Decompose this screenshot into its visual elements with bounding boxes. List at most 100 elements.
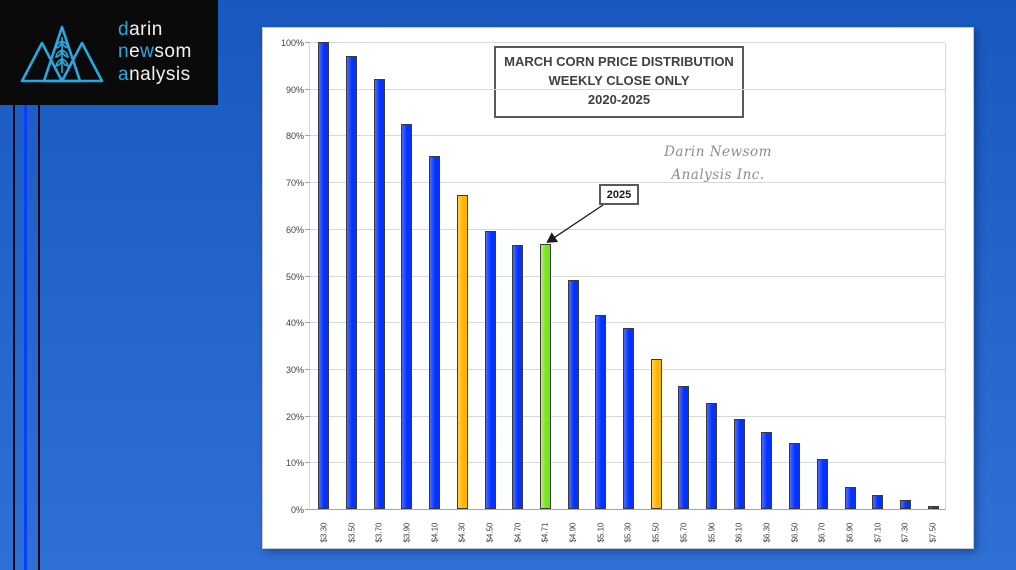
left-stripe-blue (24, 105, 27, 570)
mountain-triangles-wheat-icon (20, 25, 104, 82)
y-tick-label: 60% (285, 224, 304, 235)
y-tick-label: 10% (285, 458, 304, 469)
y-tickmark (305, 42, 310, 43)
bar-$4.50 (484, 231, 496, 509)
y-tick-label: 40% (285, 318, 304, 329)
x-tick-label-wrap: $5.50 (641, 515, 671, 549)
x-tick-label: $3.50 (347, 521, 357, 543)
y-tick-label: 90% (285, 84, 304, 95)
x-tick-label-wrap: $6.90 (835, 515, 865, 549)
x-tick-label-wrap: $4.70 (503, 515, 533, 549)
x-tick-label: $4.50 (485, 521, 495, 543)
left-stripe-dark-1 (13, 105, 15, 570)
bar-$4.90 (567, 280, 579, 509)
x-tick-label: $4.10 (430, 521, 440, 543)
x-tick-label: $5.70 (679, 521, 689, 543)
x-tick-label-wrap: $3.50 (337, 515, 367, 549)
x-tick-label-wrap: $6.30 (752, 515, 782, 549)
x-tick-label-wrap: $6.70 (807, 515, 837, 549)
x-tick-label: $5.10 (596, 521, 606, 543)
bar-$3.30 (318, 42, 330, 509)
x-tick-label-wrap: $5.90 (697, 515, 727, 549)
bar-$6.30 (761, 431, 773, 509)
x-tick-label-wrap: $3.70 (364, 515, 394, 549)
chart-panel: MARCH CORN PRICE DISTRIBUTION WEEKLY CLO… (262, 27, 974, 549)
x-tick-label-wrap: $4.71 (530, 515, 560, 549)
x-tick-label: $6.10 (734, 521, 744, 543)
x-tick-label: $6.30 (762, 521, 772, 543)
y-tick-label: 80% (285, 131, 304, 142)
bar-$5.10 (595, 315, 607, 509)
y-tick-label: 0% (290, 505, 304, 515)
x-tick-label-wrap: $5.30 (614, 515, 644, 549)
bar-$4.71 (539, 244, 551, 509)
x-tick-label-wrap: $6.10 (724, 515, 754, 549)
x-tick-label-wrap: $5.10 (586, 515, 616, 549)
bar-$5.70 (678, 385, 690, 509)
watermark: Darin Newsom Analysis Inc. (593, 141, 843, 187)
y-tickmark (305, 509, 310, 510)
bar-$7.30 (899, 500, 911, 509)
bar-$3.50 (346, 56, 358, 509)
y-tick-label: 30% (285, 364, 304, 375)
bar-$5.30 (623, 327, 634, 509)
x-tick-label: $7.30 (900, 521, 910, 543)
bar-$4.10 (429, 156, 441, 509)
chart-title-line2: WEEKLY CLOSE ONLY (548, 72, 690, 88)
bar-$4.70 (512, 245, 524, 509)
x-tick-label-wrap: $4.50 (475, 515, 505, 549)
bar-$3.90 (401, 123, 413, 509)
x-tick-label-wrap: $5.70 (669, 515, 699, 549)
x-tick-label-wrap: $3.30 (309, 515, 339, 549)
y-tick-label: 100% (280, 38, 304, 48)
gridline (310, 88, 945, 90)
x-tick-label: $4.90 (568, 521, 578, 543)
x-tick-label: $5.90 (707, 521, 717, 543)
x-tick-label: $3.90 (402, 521, 412, 543)
bar-$5.90 (706, 402, 718, 509)
x-tick-label: $3.30 (319, 521, 329, 543)
bar-$4.30 (456, 194, 468, 509)
y-tick-label: 20% (285, 411, 304, 422)
y-tick-label: 50% (285, 271, 304, 282)
logo-word: newsom (118, 41, 192, 63)
y-tick-label: 70% (285, 178, 304, 189)
bar-$6.10 (733, 418, 745, 509)
logo-wordmark: darin newsom analysis (118, 19, 192, 86)
x-tick-label: $5.30 (624, 521, 633, 543)
bar-$6.50 (789, 443, 801, 509)
x-tick-label-wrap: $4.30 (447, 515, 477, 549)
y-tickmark (305, 135, 310, 137)
x-tick-label: $4.71 (540, 521, 550, 543)
x-tick-label-wrap: $3.90 (392, 515, 422, 549)
y-tickmark (305, 182, 310, 184)
x-tick-label: $6.70 (817, 521, 827, 543)
dna-logo: darin newsom analysis (0, 0, 218, 105)
x-tick-label-wrap: $6.50 (780, 515, 810, 549)
gridline (310, 322, 945, 324)
gridline (310, 42, 945, 43)
watermark-line1: Darin Newsom (664, 144, 772, 160)
logo-word: analysis (118, 63, 191, 85)
bar-$6.90 (844, 486, 856, 509)
y-tickmark (305, 228, 310, 230)
x-tick-label-wrap: $7.10 (863, 515, 893, 549)
left-stripe-dark-2 (38, 105, 40, 570)
gridline (310, 182, 945, 184)
x-tick-label-wrap: $4.90 (558, 515, 588, 549)
y-tickmark (305, 322, 310, 324)
y-tickmark (305, 275, 310, 277)
y-tickmark (305, 462, 310, 464)
chart-title-line3: 2020-2025 (587, 91, 651, 107)
gridline (310, 228, 945, 230)
x-tick-label-wrap: $7.50 (918, 515, 948, 549)
y-tickmark (305, 415, 310, 417)
bar-$6.70 (816, 458, 828, 509)
watermark-line2: Analysis Inc. (671, 166, 765, 183)
y-tickmark (305, 88, 310, 90)
x-tick-label-wrap: $7.30 (890, 515, 920, 549)
annotation-2025-label: 2025 (599, 184, 639, 205)
x-tick-label: $6.90 (845, 521, 855, 543)
x-tick-label: $5.50 (651, 521, 661, 543)
